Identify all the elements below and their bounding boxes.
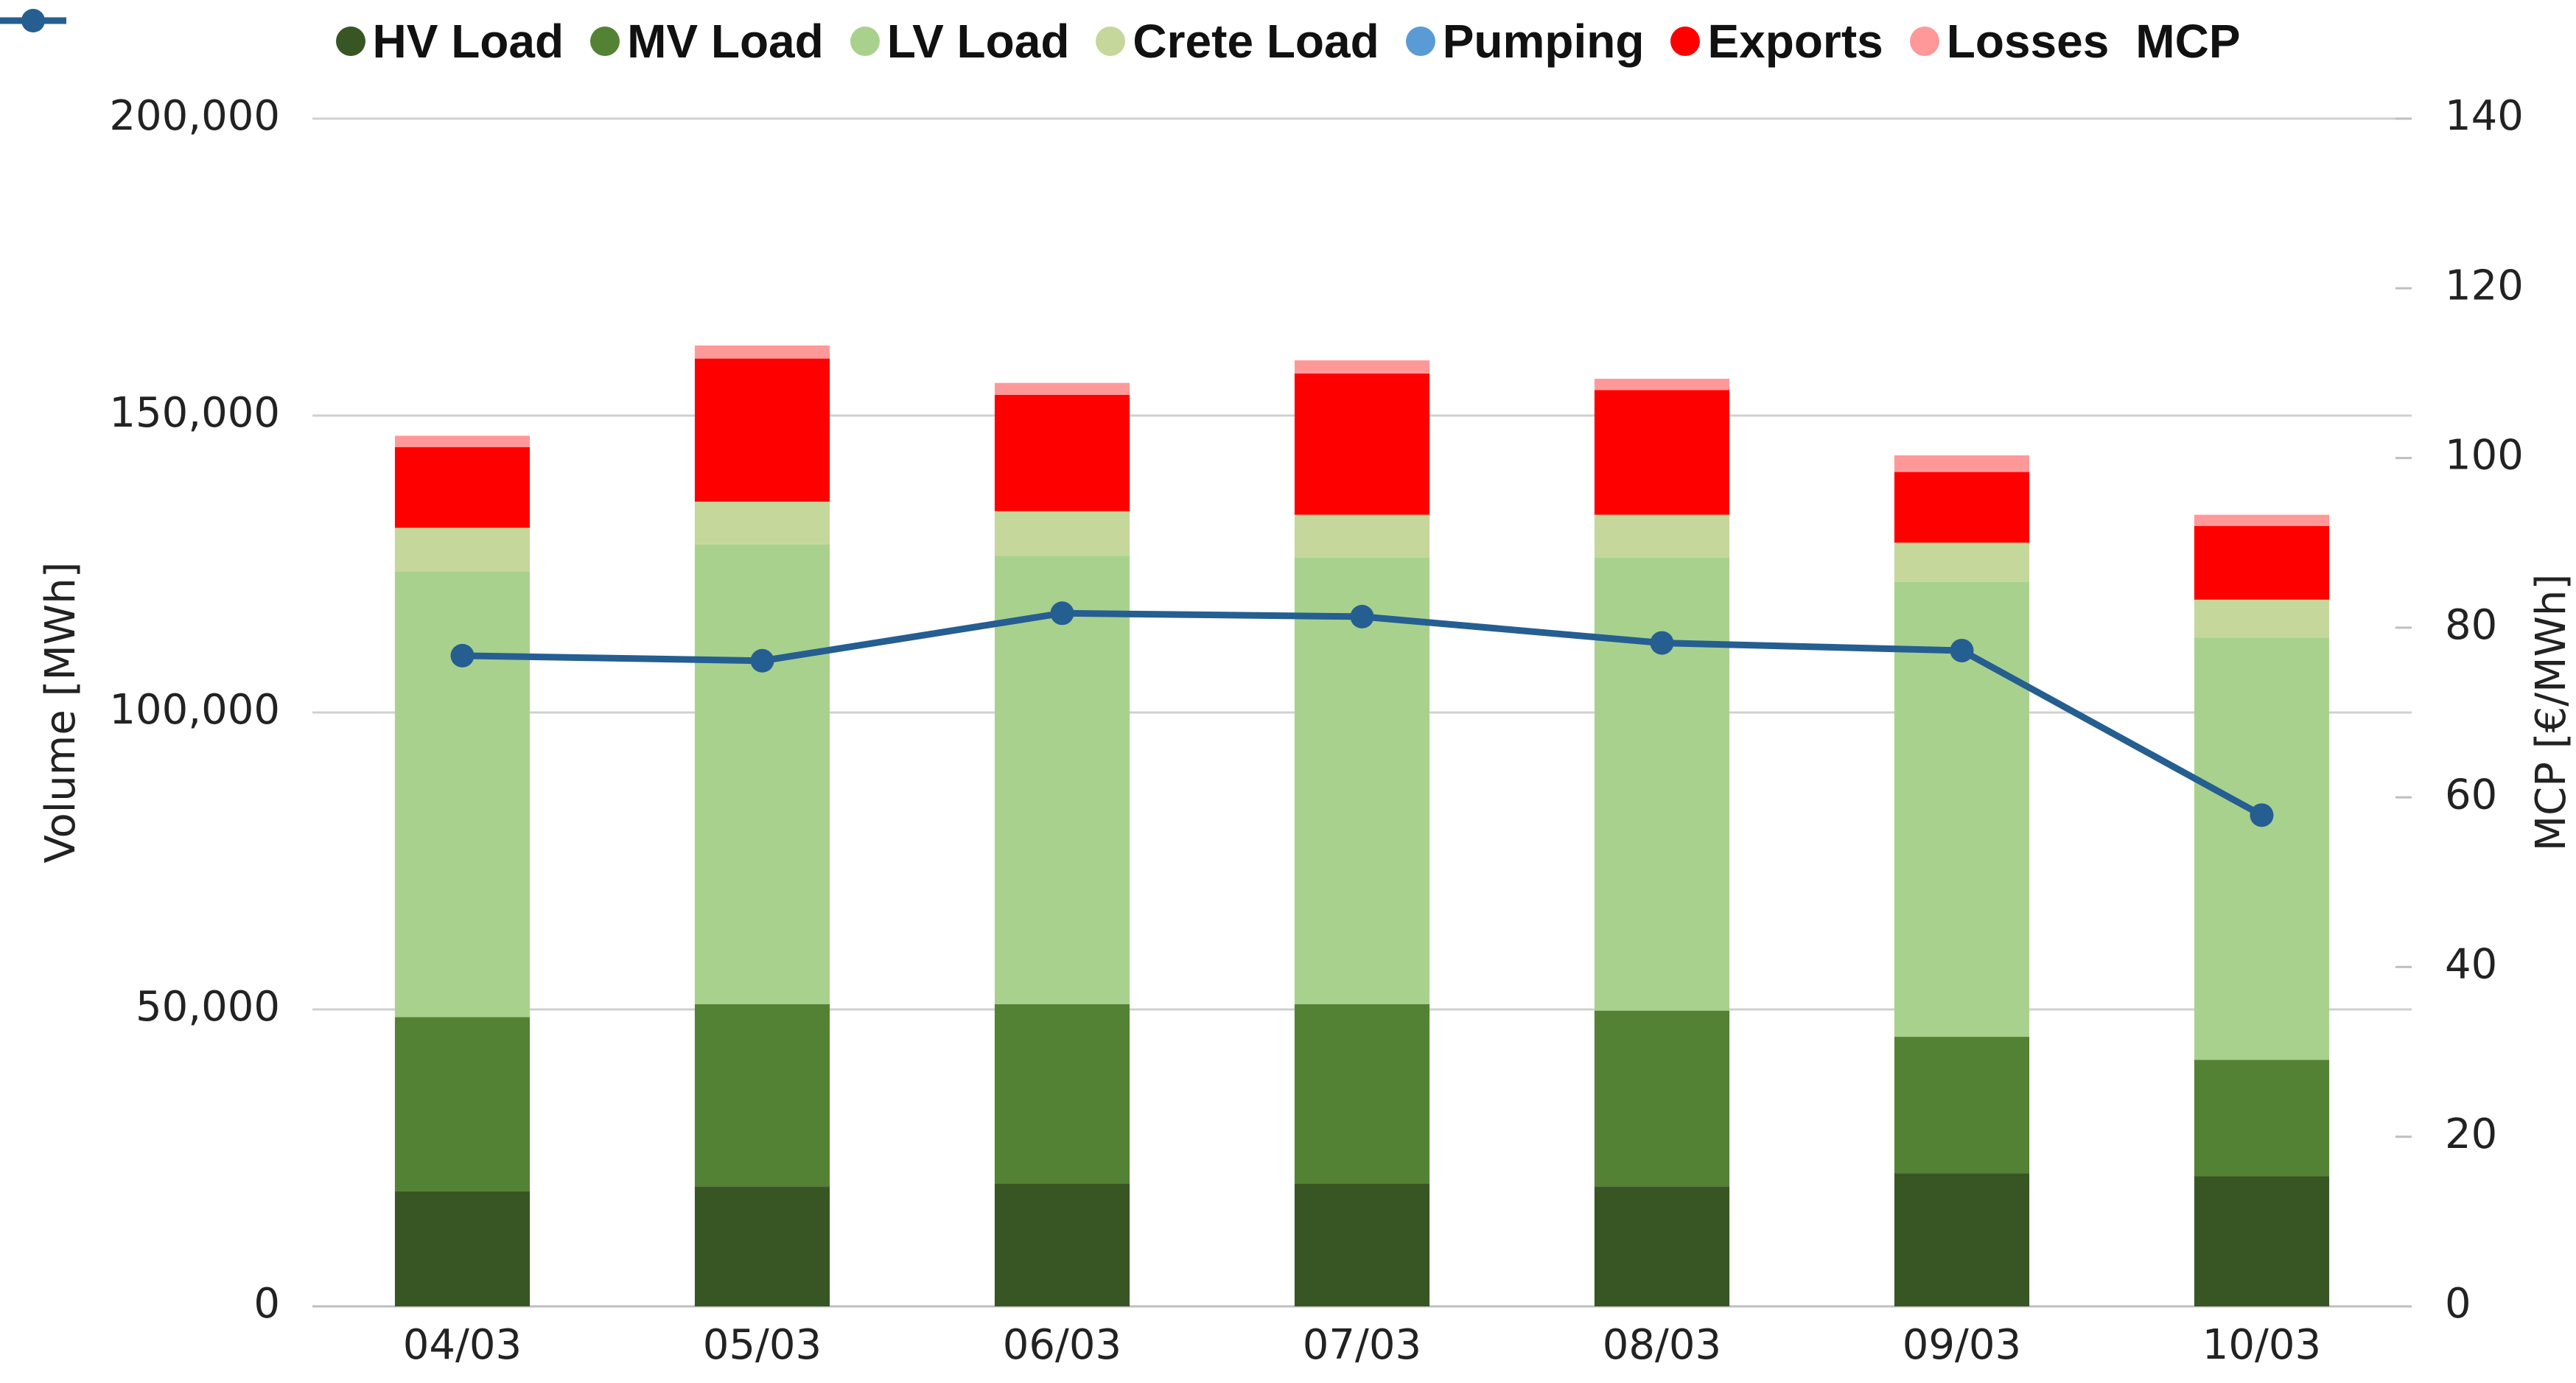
bar-segment: [1594, 1186, 1730, 1306]
legend-label: LV Load: [886, 15, 1070, 68]
bar-segment: [394, 1191, 531, 1306]
legend-label: Exports: [1707, 15, 1883, 68]
x-tick-label: 05/03: [703, 1321, 822, 1369]
bar-segment: [994, 556, 1130, 1004]
legend: HV Load MV Load LV Load Crete Load Pumping Ex…: [0, 6, 2576, 77]
bar-segment: [1294, 1004, 1430, 1184]
y-tick-label: 150,000: [109, 389, 280, 437]
bar-segment: [1294, 514, 1430, 558]
bar-segment: [2194, 637, 2330, 1060]
legend-item: MV Load: [590, 14, 824, 69]
legend-marker: [1096, 27, 1126, 56]
legend-label: MCP: [2135, 15, 2241, 68]
bar-segment: [1294, 373, 1430, 515]
bar-segment: [994, 511, 1130, 556]
legend-item: Crete Load: [1096, 14, 1379, 69]
x-tick-label: 06/03: [1003, 1321, 1121, 1369]
bar-segment: [2194, 599, 2330, 638]
bar-segment: [694, 501, 830, 545]
bar-segment: [1894, 455, 2030, 472]
bar-segment: [394, 571, 531, 1018]
x-tick-label: 10/03: [2202, 1321, 2321, 1369]
y-tick-label: 0: [253, 1280, 280, 1328]
bar-segment: [994, 394, 1130, 511]
x-tick-label: 07/03: [1303, 1321, 1421, 1369]
line-marker: [750, 648, 774, 673]
x-tick-label: 09/03: [1903, 1321, 2021, 1369]
y2-tick-label: 40: [2445, 941, 2497, 989]
legend-label: HV Load: [372, 15, 564, 68]
legend-item: Pumping: [1405, 14, 1645, 69]
y-axis-title: Volume [MWh]: [37, 562, 85, 864]
bar-segment: [994, 382, 1130, 395]
line-marker: [1050, 601, 1074, 626]
bar-segment: [394, 528, 531, 572]
line-marker: [1950, 638, 1974, 662]
bar-segment: [1594, 390, 1730, 515]
legend-label: Losses: [1946, 15, 2110, 68]
bar-segment: [994, 1004, 1130, 1184]
y2-tick-label: 120: [2445, 262, 2524, 309]
y2-axis-title: MCP [€/MWh]: [2527, 574, 2575, 851]
legend-marker: [1670, 27, 1701, 56]
line-marker: [1350, 604, 1374, 629]
legend-label: MV Load: [627, 15, 824, 68]
legend-item: MCP: [0, 9, 2241, 69]
y2-tick-label: 60: [2445, 771, 2497, 819]
bar-segment: [1894, 472, 2030, 543]
y-tick-label: 200,000: [109, 92, 280, 140]
legend-marker: [1909, 27, 1939, 56]
bar-segment: [1894, 542, 2030, 582]
y-tick-label: 50,000: [136, 983, 280, 1031]
bar-segment: [2194, 1176, 2330, 1306]
y2-tick-label: 140: [2445, 92, 2524, 140]
legend-item: Exports: [1670, 14, 1883, 69]
bar-segment: [1594, 557, 1730, 1011]
bar-segment: [694, 1186, 830, 1306]
line-marker: [450, 643, 475, 668]
legend-label: Crete Load: [1133, 15, 1379, 68]
bar-segment: [1294, 557, 1430, 1004]
line-marker: [1650, 631, 1674, 655]
bar-segment: [1894, 1173, 2030, 1306]
x-tick-label: 08/03: [1603, 1321, 1721, 1369]
y2-tick-label: 80: [2445, 601, 2497, 649]
legend-item: LV Load: [850, 14, 1070, 69]
legend-marker: [335, 27, 365, 56]
legend-dot: [21, 9, 45, 32]
bar-segment: [394, 1017, 531, 1191]
bar-segment: [694, 358, 830, 502]
x-tick-label: 04/03: [403, 1321, 522, 1369]
bar-segment: [2194, 514, 2330, 526]
bar-segment: [1894, 1037, 2030, 1174]
bar-segment: [1294, 1183, 1430, 1306]
legend-marker: [590, 27, 620, 56]
bar-segment: [1594, 379, 1730, 391]
y2-tick-label: 0: [2445, 1280, 2471, 1328]
y-tick-label: 100,000: [109, 686, 280, 734]
legend-item: HV Load: [335, 14, 564, 69]
bar-segment: [694, 544, 830, 1004]
bar-segment: [1594, 514, 1730, 558]
y2-tick-label: 20: [2445, 1110, 2497, 1158]
bar-segment: [394, 447, 531, 528]
bar-segment: [2194, 1060, 2330, 1177]
legend-marker: [0, 9, 66, 32]
bar-segment: [2194, 525, 2330, 600]
legend-item: Losses: [1909, 14, 2110, 69]
y2-tick-label: 100: [2445, 432, 2524, 480]
bar-segment: [694, 1004, 830, 1187]
bar-segment: [1594, 1010, 1730, 1187]
legend-marker: [850, 27, 880, 56]
legend-label: Pumping: [1442, 15, 1645, 68]
bar-segment: [394, 435, 531, 447]
line-marker: [2250, 803, 2274, 827]
bar-segment: [694, 345, 830, 359]
legend-marker: [1405, 27, 1435, 56]
bar-segment: [1294, 360, 1430, 374]
bar-segment: [994, 1183, 1130, 1306]
